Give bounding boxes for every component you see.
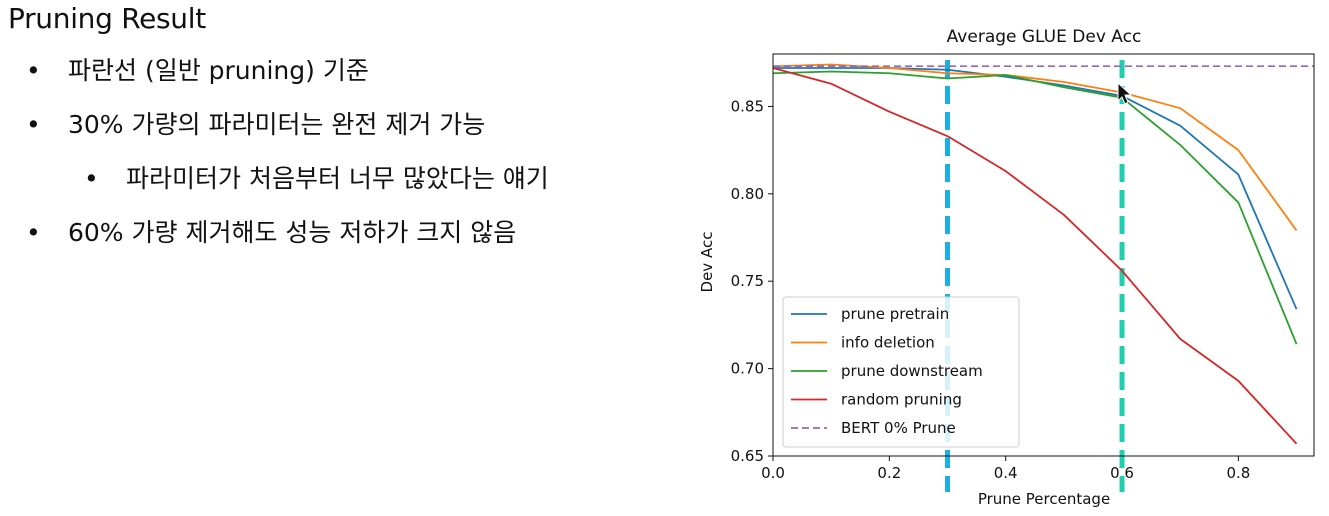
plot-frame [772, 53, 1315, 457]
series-random-pruning [772, 67, 1298, 445]
x-axis-label: Prune Percentage [978, 490, 1110, 508]
x-tick-label: 0.8 [1226, 464, 1250, 482]
bullet-item: • 60% 가량 제거해도 성능 저하가 크지 않음 [0, 218, 700, 272]
legend-label: prune downstream [841, 362, 983, 380]
bullet-text: 60% 가량 제거해도 성능 저하가 크지 않음 [68, 218, 517, 247]
series-info-deletion [772, 63, 1298, 232]
legend: prune pretrain info deletion prune downstr… [782, 296, 1020, 448]
y-tick-label: 0.65 [731, 447, 764, 465]
bullet-dot: • [84, 164, 99, 193]
chart-title: Average GLUE Dev Acc [947, 27, 1142, 47]
bullet-text: 파라미터가 처음부터 너무 많았다는 얘기 [126, 164, 549, 193]
y-axis-label: Dev Acc [698, 232, 716, 293]
series-prune-downstream [772, 70, 1298, 345]
bullet-dot: • [26, 218, 41, 247]
sub-bullet-item: • 파라미터가 처음부터 너무 많았다는 얘기 [0, 164, 700, 218]
legend-box [782, 296, 1020, 448]
x-tick-label: 0.4 [994, 464, 1018, 482]
y-tick-label: 0.70 [731, 360, 764, 378]
legend-label: random pruning [841, 391, 962, 409]
slide-title: Pruning Result [8, 2, 206, 35]
y-tick-label: 0.85 [731, 97, 764, 115]
bullet-text: 파란선 (일반 pruning) 기준 [68, 56, 369, 85]
bullet-item: • 파란선 (일반 pruning) 기준 [0, 56, 700, 110]
x-tick-label: 0.0 [761, 464, 785, 482]
legend-label: prune pretrain [841, 305, 949, 323]
bullet-list: • 파란선 (일반 pruning) 기준 • 30% 가량의 파라미터는 완전… [0, 56, 700, 272]
legend-label: info deletion [841, 334, 935, 352]
bullet-dot: • [26, 56, 41, 85]
bullet-item: • 30% 가량의 파라미터는 완전 제거 가능 [0, 110, 700, 164]
legend-label: BERT 0% Prune [841, 419, 956, 437]
mouse-cursor-icon [1117, 81, 1133, 105]
y-tick-label: 0.80 [731, 185, 764, 203]
bullet-dot: • [26, 110, 41, 139]
y-tick-label: 0.75 [731, 272, 764, 290]
series-prune-pretrain [773, 67, 1298, 310]
x-tick-label: 0.2 [877, 464, 901, 482]
x-tick-label: 0.6 [1110, 464, 1134, 482]
bullet-text: 30% 가량의 파라미터는 완전 제거 가능 [68, 110, 486, 139]
